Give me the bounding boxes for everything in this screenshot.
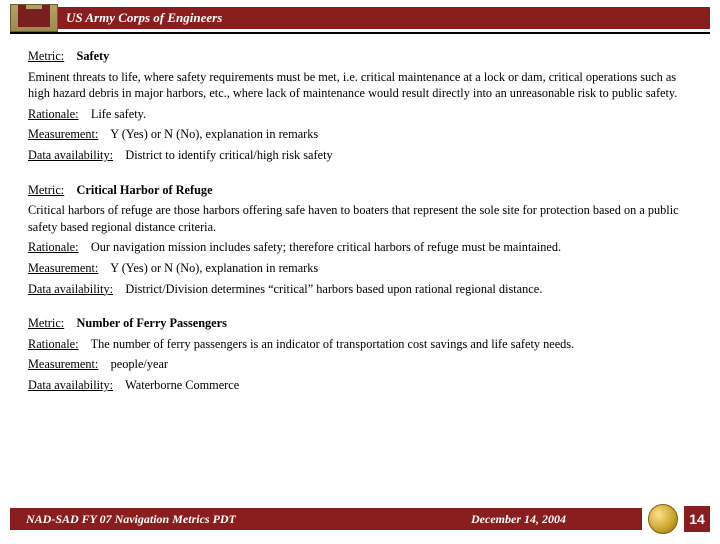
measurement-label: Measurement: — [28, 261, 98, 275]
footer-bar: NAD-SAD FY 07 Navigation Metrics PDT Dec… — [10, 508, 642, 530]
availability-text: District/Division determines “critical” … — [125, 282, 542, 296]
availability-label: Data availability: — [28, 282, 113, 296]
measurement-text: Y (Yes) or N (No), explanation in remark… — [110, 127, 318, 141]
army-seal-icon — [648, 504, 678, 534]
metric-section: Metric: Number of Ferry Passengers Ratio… — [28, 315, 692, 393]
footer: NAD-SAD FY 07 Navigation Metrics PDT Dec… — [0, 504, 720, 534]
rationale-text: Life safety. — [91, 107, 146, 121]
footer-date: December 14, 2004 — [471, 512, 566, 527]
title-bar: US Army Corps of Engineers — [56, 7, 710, 29]
availability-line: Data availability: Waterborne Commerce — [28, 377, 692, 394]
metric-heading: Metric: Number of Ferry Passengers — [28, 315, 692, 332]
measurement-line: Measurement: people/year — [28, 356, 692, 373]
availability-text: Waterborne Commerce — [125, 378, 239, 392]
metric-name: Critical Harbor of Refuge — [77, 183, 213, 197]
measurement-line: Measurement: Y (Yes) or N (No), explanat… — [28, 260, 692, 277]
measurement-label: Measurement: — [28, 357, 98, 371]
rationale-line: Rationale: Our navigation mission includ… — [28, 239, 692, 256]
measurement-text: Y (Yes) or N (No), explanation in remark… — [110, 261, 318, 275]
page-number: 14 — [684, 506, 710, 532]
metric-description: Critical harbors of refuge are those har… — [28, 202, 692, 235]
castle-icon — [20, 9, 48, 27]
footer-left-text: NAD-SAD FY 07 Navigation Metrics PDT — [26, 512, 471, 527]
rationale-text: Our navigation mission includes safety; … — [91, 240, 561, 254]
rationale-label: Rationale: — [28, 337, 79, 351]
rationale-text: The number of ferry passengers is an ind… — [91, 337, 575, 351]
content-area: Metric: Safety Eminent threats to life, … — [0, 34, 720, 394]
availability-line: Data availability: District/Division det… — [28, 281, 692, 298]
metric-section: Metric: Safety Eminent threats to life, … — [28, 48, 692, 164]
metric-label: Metric: — [28, 49, 64, 63]
measurement-text: people/year — [111, 357, 168, 371]
page-title: US Army Corps of Engineers — [66, 10, 222, 26]
measurement-label: Measurement: — [28, 127, 98, 141]
measurement-line: Measurement: Y (Yes) or N (No), explanat… — [28, 126, 692, 143]
metric-heading: Metric: Critical Harbor of Refuge — [28, 182, 692, 199]
metric-name: Safety — [77, 49, 110, 63]
availability-label: Data availability: — [28, 148, 113, 162]
header: US Army Corps of Engineers — [10, 4, 710, 32]
availability-text: District to identify critical/high risk … — [125, 148, 332, 162]
rationale-label: Rationale: — [28, 107, 79, 121]
rationale-label: Rationale: — [28, 240, 79, 254]
metric-name: Number of Ferry Passengers — [77, 316, 227, 330]
availability-line: Data availability: District to identify … — [28, 147, 692, 164]
metric-description: Eminent threats to life, where safety re… — [28, 69, 692, 102]
metric-label: Metric: — [28, 183, 64, 197]
metric-section: Metric: Critical Harbor of Refuge Critic… — [28, 182, 692, 298]
rationale-line: Rationale: The number of ferry passenger… — [28, 336, 692, 353]
metric-heading: Metric: Safety — [28, 48, 692, 65]
rationale-line: Rationale: Life safety. — [28, 106, 692, 123]
metric-label: Metric: — [28, 316, 64, 330]
availability-label: Data availability: — [28, 378, 113, 392]
usace-logo — [10, 4, 58, 32]
